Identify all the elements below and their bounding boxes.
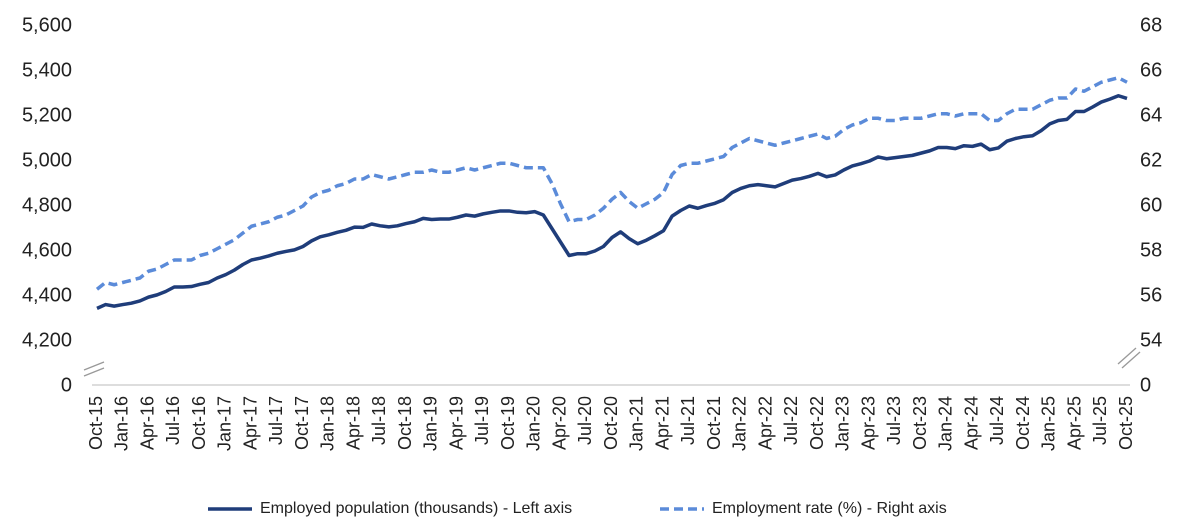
y-tick-label: 5,400 xyxy=(22,59,72,81)
x-tick-label: Apr-25 xyxy=(1064,396,1084,450)
y-tick-label: 4,400 xyxy=(22,284,72,306)
x-tick-label: Jul-25 xyxy=(1090,396,1110,445)
y2-tick-label: 68 xyxy=(1140,14,1162,36)
x-tick-label: Apr-24 xyxy=(961,396,981,450)
x-tick-label: Jan-20 xyxy=(524,396,544,451)
legend-label: Employment rate (%) - Right axis xyxy=(712,500,947,517)
x-tick-label: Jan-21 xyxy=(627,396,647,451)
x-tick-label: Apr-19 xyxy=(446,396,466,450)
x-tick-label: Jan-16 xyxy=(112,396,132,451)
x-tick-label: Oct-20 xyxy=(601,396,621,450)
x-tick-label: Jul-22 xyxy=(781,396,801,445)
x-tick-label: Apr-21 xyxy=(652,396,672,450)
x-tick-label: Apr-17 xyxy=(240,396,260,450)
x-tick-label: Oct-23 xyxy=(910,396,930,450)
x-tick-label: Oct-16 xyxy=(189,396,209,450)
series-line xyxy=(95,76,1128,291)
x-tick-label: Jul-20 xyxy=(575,396,595,445)
x-tick-label: Jul-24 xyxy=(987,396,1007,445)
x-tick-label: Apr-16 xyxy=(137,396,157,450)
x-tick-label: Jan-22 xyxy=(730,396,750,451)
x-tick-label: Apr-22 xyxy=(755,396,775,450)
x-tick-label: Oct-15 xyxy=(86,396,106,450)
x-tick-label: Oct-17 xyxy=(292,396,312,450)
y2-tick-label: 58 xyxy=(1140,239,1162,261)
x-tick-label: Jan-18 xyxy=(318,396,338,451)
x-tick-label: Oct-22 xyxy=(807,396,827,450)
y2-tick-label: 62 xyxy=(1140,149,1162,171)
y-tick-label: 5,000 xyxy=(22,149,72,171)
y-tick-label: 4,200 xyxy=(22,329,72,351)
x-tick-label: Jul-19 xyxy=(472,396,492,445)
y2-tick-label: 60 xyxy=(1140,194,1162,216)
series-line xyxy=(96,94,1128,310)
x-tick-label: Jan-24 xyxy=(936,396,956,451)
y-tick-label: 4,600 xyxy=(22,239,72,261)
x-tick-label: Oct-19 xyxy=(498,396,518,450)
y2-tick-label: 66 xyxy=(1140,59,1162,81)
x-tick-label: Oct-21 xyxy=(704,396,724,450)
x-tick-label: Jul-16 xyxy=(163,396,183,445)
y-tick-label: 4,800 xyxy=(22,194,72,216)
y2-tick-label: 0 xyxy=(1140,374,1151,396)
x-tick-label: Oct-24 xyxy=(1013,396,1033,450)
x-tick-label: Jul-21 xyxy=(678,396,698,445)
x-tick-label: Oct-18 xyxy=(395,396,415,450)
axis-break-right xyxy=(1117,347,1141,369)
x-tick-label: Jul-23 xyxy=(884,396,904,445)
axis-break-left xyxy=(83,361,105,377)
y2-tick-label: 56 xyxy=(1140,284,1162,306)
x-tick-label: Oct-25 xyxy=(1116,396,1136,450)
y2-tick-label: 64 xyxy=(1140,104,1162,126)
legend-label: Employed population (thousands) - Left a… xyxy=(260,500,572,517)
x-tick-label: Jan-25 xyxy=(1039,396,1059,451)
x-tick-label: Jul-17 xyxy=(266,396,286,445)
y-tick-label: 0 xyxy=(61,374,72,396)
x-tick-label: Apr-18 xyxy=(343,396,363,450)
x-tick-label: Jan-23 xyxy=(833,396,853,451)
x-tick-label: Jan-17 xyxy=(215,396,235,451)
y-tick-label: 5,600 xyxy=(22,14,72,36)
x-tick-label: Apr-20 xyxy=(549,396,569,450)
x-tick-label: Jan-19 xyxy=(421,396,441,451)
x-tick-label: Jul-18 xyxy=(369,396,389,445)
x-tick-label: Apr-23 xyxy=(858,396,878,450)
y-tick-label: 5,200 xyxy=(22,104,72,126)
y2-tick-label: 54 xyxy=(1140,329,1162,351)
